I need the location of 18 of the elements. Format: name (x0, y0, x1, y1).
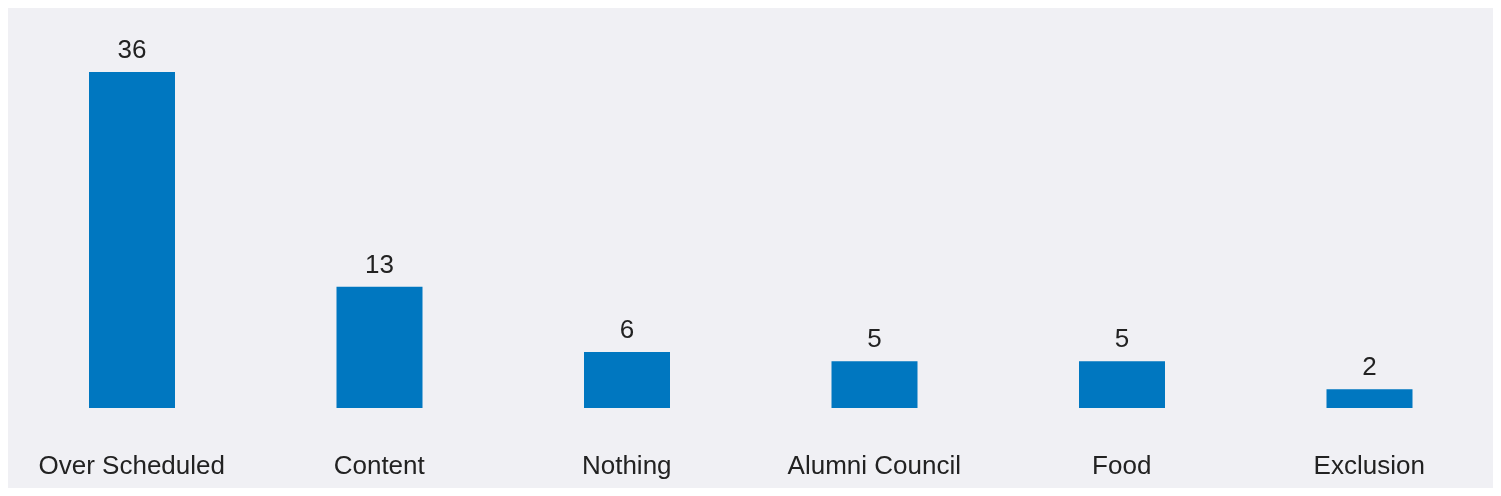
bar (831, 361, 918, 408)
x-tick-label: Alumni Council (787, 450, 961, 481)
x-tick-label: Food (1092, 450, 1152, 481)
data-label: 6 (619, 314, 635, 344)
data-label: 5 (867, 323, 882, 354)
data-label: 36 (117, 34, 147, 64)
bar (1079, 361, 1165, 408)
x-tick-label: Nothing (581, 450, 672, 481)
x-tick-label: Over Scheduled (38, 450, 225, 481)
data-label: 13 (365, 248, 394, 279)
data-label: 5 (1114, 323, 1130, 354)
bar (336, 286, 423, 408)
x-tick-label: Content (333, 450, 426, 481)
bar (584, 352, 670, 408)
bar (1326, 389, 1413, 408)
data-label: 2 (1362, 351, 1377, 382)
x-tick-label: Exclusion (1313, 450, 1425, 481)
bar (89, 72, 175, 408)
